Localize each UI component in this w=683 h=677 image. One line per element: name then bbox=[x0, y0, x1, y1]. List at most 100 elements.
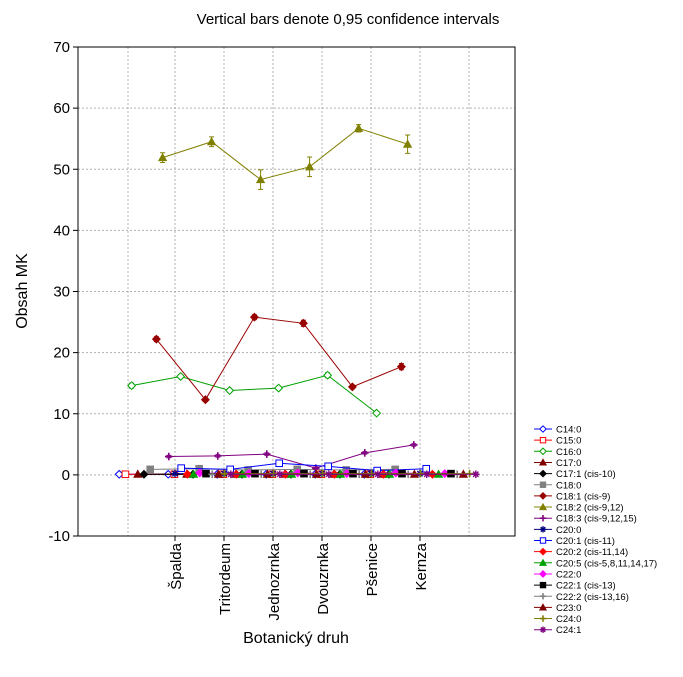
series-C18:3 (cis-9,12,15) bbox=[165, 441, 418, 472]
y-axis: -10 0 10 20 30 40 50 60 70 bbox=[48, 39, 78, 545]
data-marker bbox=[538, 458, 548, 466]
legend-label: C16:0 bbox=[556, 447, 581, 458]
series-line bbox=[131, 374, 377, 414]
data-marker bbox=[402, 139, 413, 148]
data-marker bbox=[539, 447, 547, 456]
x-tick-label: Tritordeum bbox=[217, 543, 234, 615]
x-axis-label: Botanický druh bbox=[243, 630, 349, 647]
legend-label: C20:5 (cis-5,8,11,14,17) bbox=[556, 558, 657, 569]
y-axis-label: Obsah MK bbox=[14, 253, 31, 329]
data-marker bbox=[182, 469, 192, 479]
legend-label: C18:3 (cis-9,12,15) bbox=[556, 514, 637, 525]
legend-label: C17:0 bbox=[556, 458, 581, 469]
legend-item: C14:0 bbox=[534, 425, 581, 436]
legend-item: C22:0 bbox=[534, 569, 581, 580]
legend-label: C20:0 bbox=[556, 525, 581, 536]
data-marker bbox=[539, 469, 547, 478]
y-tick-label: 70 bbox=[53, 39, 70, 56]
x-tick-label: Jednozrnka bbox=[266, 542, 283, 620]
y-tick-label: 30 bbox=[53, 284, 70, 301]
data-marker bbox=[353, 123, 364, 132]
data-marker bbox=[539, 481, 547, 488]
data-marker bbox=[298, 318, 308, 328]
series-layer bbox=[114, 123, 480, 479]
y-tick-label: 10 bbox=[53, 406, 70, 423]
series-line bbox=[156, 316, 402, 401]
series-C18:1 (cis-9) bbox=[151, 312, 406, 405]
data-marker bbox=[539, 537, 547, 544]
data-marker bbox=[146, 465, 154, 474]
data-marker bbox=[539, 436, 547, 444]
data-marker bbox=[396, 362, 406, 372]
y-tick-label: 60 bbox=[53, 100, 70, 117]
legend-item: C18:2 (cis-9,12) bbox=[534, 503, 624, 514]
data-marker bbox=[188, 469, 199, 478]
legend-label: C17:1 (cis-10) bbox=[556, 469, 616, 480]
legend-item: C18:0 bbox=[534, 480, 581, 491]
legend-label: C18:2 (cis-9,12) bbox=[556, 503, 624, 514]
y-tick-label: 0 bbox=[62, 467, 70, 484]
data-marker bbox=[176, 371, 186, 381]
legend-label: C14:0 bbox=[556, 425, 581, 436]
data-marker bbox=[324, 462, 332, 471]
data-marker bbox=[133, 469, 143, 478]
x-tick-label: Dvouzrnka bbox=[315, 542, 332, 614]
data-marker bbox=[200, 395, 210, 405]
legend-label: C18:1 (cis-9) bbox=[556, 491, 610, 502]
legend-label: C22:1 (cis-13) bbox=[556, 581, 616, 592]
data-marker bbox=[347, 382, 357, 392]
legend-item: C22:2 (cis-13,16) bbox=[534, 592, 629, 603]
data-marker bbox=[274, 383, 284, 393]
legend-item: C18:3 (cis-9,12,15) bbox=[534, 514, 637, 525]
data-marker bbox=[539, 491, 547, 500]
legend-item: C18:1 (cis-9) bbox=[534, 491, 610, 502]
y-tick-label: 40 bbox=[53, 222, 70, 239]
data-marker bbox=[304, 161, 315, 171]
data-marker bbox=[151, 334, 161, 344]
series-line bbox=[162, 127, 408, 181]
data-marker bbox=[177, 464, 185, 472]
series-line bbox=[168, 444, 414, 469]
legend-label: C23:0 bbox=[556, 603, 581, 614]
series-line bbox=[181, 462, 427, 472]
data-marker bbox=[157, 152, 168, 162]
legend-item: C20:5 (cis-5,8,11,14,17) bbox=[534, 558, 657, 569]
data-marker bbox=[372, 408, 382, 418]
legend-item: C15:0 bbox=[534, 436, 581, 447]
plot-frame bbox=[77, 46, 516, 537]
x-tick-label: Špalda bbox=[168, 542, 185, 589]
data-marker bbox=[539, 570, 547, 578]
data-marker bbox=[213, 469, 224, 478]
legend-item: C16:0 bbox=[534, 447, 581, 458]
data-marker bbox=[538, 502, 548, 511]
y-tick-label: 20 bbox=[53, 345, 70, 362]
data-marker bbox=[539, 581, 547, 589]
legend-item: C17:0 bbox=[534, 458, 581, 469]
legend-item: C20:2 (cis-11,14) bbox=[534, 547, 628, 558]
data-marker bbox=[275, 459, 283, 468]
data-marker bbox=[249, 312, 259, 322]
legend-label: C22:0 bbox=[556, 569, 581, 580]
series-C16:0 bbox=[127, 370, 382, 418]
legend-label: C15:0 bbox=[556, 436, 581, 447]
data-marker bbox=[539, 425, 547, 433]
data-marker bbox=[538, 558, 548, 566]
legend-item: C24:0 bbox=[534, 614, 581, 625]
data-marker bbox=[323, 370, 333, 380]
x-tick-label: Pšenice bbox=[364, 543, 381, 596]
grid bbox=[78, 47, 515, 536]
legend-item: C22:1 (cis-13) bbox=[534, 581, 616, 592]
series-C18:2 (cis-9,12) bbox=[157, 123, 413, 190]
legend-label: C24:0 bbox=[556, 614, 581, 625]
legend-label: C18:0 bbox=[556, 480, 581, 491]
legend-item: C20:1 (cis-11) bbox=[534, 536, 615, 547]
chart-title: Vertical bars denote 0,95 confidence int… bbox=[197, 11, 500, 28]
legend-label: C24:1 bbox=[556, 625, 581, 636]
legend-item: C24:1 bbox=[534, 625, 581, 636]
legend-label: C20:1 (cis-11) bbox=[556, 536, 615, 547]
series-C24:1 bbox=[227, 470, 480, 479]
data-marker bbox=[127, 381, 137, 391]
legend-item: C23:0 bbox=[534, 603, 581, 614]
